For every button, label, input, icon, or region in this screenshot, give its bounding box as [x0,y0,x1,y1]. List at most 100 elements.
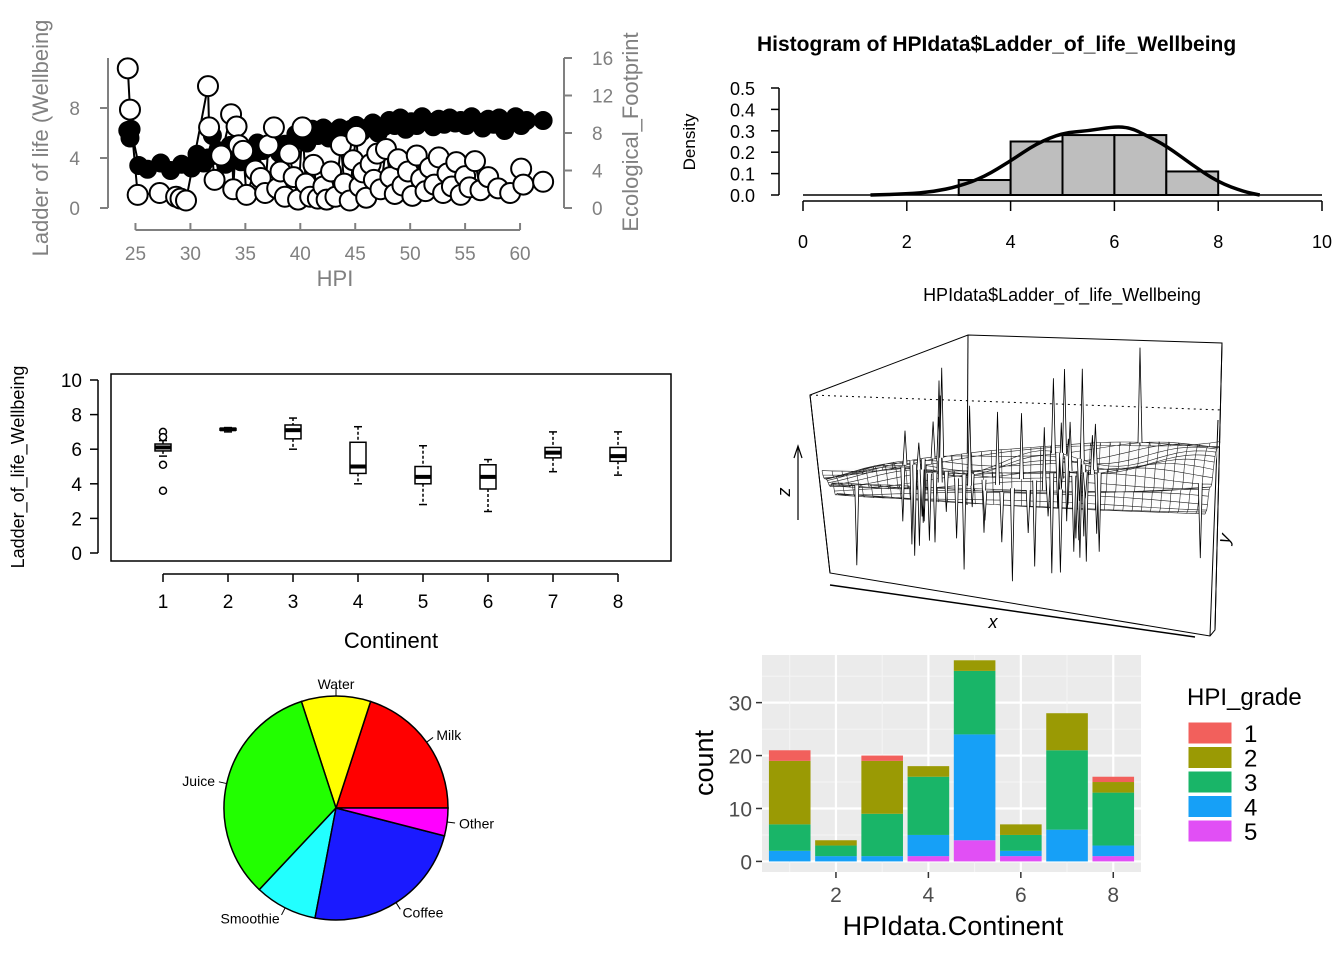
surface-spike [1064,456,1070,522]
footprint-point [126,183,149,206]
pie-label: Coffee [402,905,443,921]
surface-spike [954,478,959,539]
pie-leader [281,907,286,916]
stacked-segment [907,856,950,862]
scatter-left-axis-label: Ladder of life (Wellbeing [28,20,53,257]
surface-spike [916,442,922,470]
legend-label: 1 [1244,721,1257,748]
boxplot-x-tick-label: 2 [223,592,234,613]
legend-key [1187,721,1233,745]
histogram-y-tick-label: 0.5 [730,79,755,99]
pie-labels: Milk Water Juice Smoothie Coffee Other [182,676,494,926]
histogram-bin [1113,134,1168,196]
box-outlier [158,460,168,470]
boxplot-x-tick-label: 3 [288,592,299,613]
scatter-right-axis-label: Ecological_Footprint [618,32,643,231]
histogram-x-tick-label: 0 [798,232,808,252]
surface-spike [932,472,938,543]
boxplot-x-tick-label: 4 [353,592,364,613]
x-tick-label: 40 [290,244,311,265]
pie-leader [447,821,456,824]
footprint-point [278,142,301,165]
stacked-segment [907,834,950,857]
stacked-segment [1092,856,1135,862]
footprint-point [235,183,258,206]
stacked-segment [1046,829,1088,862]
x-tick-label: 60 [509,244,530,265]
surface-spike [930,421,936,459]
surface-spike [1055,452,1061,508]
scatter-axes: 0 4 8 0 4 8 12 16 25 30 35 40 45 50 55 60 [69,49,613,265]
stacked-segment [953,734,996,841]
footprint-point [175,189,198,212]
surface-spike [1058,489,1063,573]
footprint-point [118,98,141,121]
stacked-bars [768,660,1135,862]
right-tick-label: 16 [592,49,613,70]
legend-key [1187,746,1233,769]
surface-spike [854,485,860,566]
stacked-bar-panel: 0 10 20 30 2 4 6 8 count HPIdata.Continent HPI_… [689,655,1302,941]
stacked-segment [907,776,950,835]
surface-spike [982,490,988,521]
stacked-segment [953,670,996,735]
stacked-segment [861,755,903,761]
stacked-segment [953,840,996,862]
stacked-segment [815,840,857,846]
surface-spike [1051,378,1056,454]
stacked-segment [1046,713,1088,751]
boxplot-y-axis-label: Ladder_of_life_Wellbeing [8,366,29,569]
histogram-panel: Histogram of HPIdata$Ladder_of_life_Well… [680,33,1332,306]
right-tick-label: 12 [592,87,613,108]
legend-key [1187,819,1233,843]
stacked-segment [861,856,903,862]
surface-spike [1025,489,1031,534]
stacked-axes: 0 10 20 30 2 4 6 8 [729,693,1119,907]
legend-label: 4 [1244,795,1257,822]
boxplot-y-tick-label: 2 [71,509,82,530]
right-tick-label: 4 [592,162,603,183]
left-tick-label: 0 [69,199,80,220]
pie-slices [223,695,449,921]
stacked-segment [768,850,811,862]
wellbeing-point [533,111,553,130]
boxplot-x-tick-label: 5 [418,592,429,613]
surface-spike [1062,368,1067,455]
box-outlier [158,486,168,495]
footprint-point [203,168,226,191]
legend-title: HPI_grade [1187,684,1302,711]
histogram-bin [1061,134,1116,196]
stacked-segment [1046,750,1088,830]
dual-axis-scatter-panel: 0 4 8 0 4 8 12 16 25 30 35 40 45 50 55 60 HPI Ladder of… [28,20,643,291]
perspective-x-label: x [988,612,999,632]
surface-spike [1076,458,1082,501]
surface-spike [1059,452,1064,488]
stacked-y-tick-label: 30 [729,693,752,716]
histogram-axes: 0.00.10.20.30.40.5 0 2 4 6 8 10 [730,79,1332,252]
stacked-segment [768,750,811,761]
histogram-x-tick-label: 4 [1006,232,1016,252]
perspective-box [793,334,1223,638]
footprint-point [532,170,555,193]
stacked-segment [1000,824,1042,835]
footprint-point [196,75,219,98]
box-iqr [349,441,367,475]
pie-slice [223,700,337,891]
pie-leader [395,902,401,910]
footprint-point [512,173,535,196]
stacked-x-tick-label: 8 [1107,884,1119,907]
surface-spike [1082,472,1088,499]
boxplot-y-tick-label: 10 [61,371,82,392]
left-tick-label: 4 [69,149,80,170]
stacked-y-tick-label: 10 [729,798,752,821]
stacked-segment [815,845,857,857]
surface-spike [1049,473,1055,574]
x-tick-label: 35 [235,244,256,265]
surface-spike [967,405,972,486]
stacked-segment [1092,782,1135,793]
footprint-point [232,139,255,162]
footprint-point [291,116,314,139]
